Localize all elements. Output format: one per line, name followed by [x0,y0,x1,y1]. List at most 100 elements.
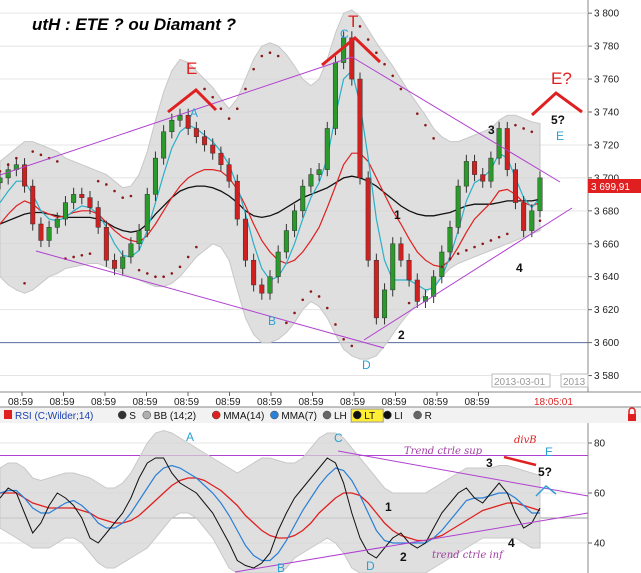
legend-label: BB (14;2) [154,411,196,422]
legend-label: LT [364,411,375,422]
price-sar-dot [317,295,321,298]
price-candle-body [177,115,183,121]
price-sar-dot [505,232,509,236]
price-candle-body [62,202,68,220]
price-wave-a: A [190,106,198,120]
price-sar-dot [473,245,476,249]
price-y-tick-label: 3 620 [594,305,619,316]
price-candle-body [87,197,93,208]
rsi-wave-1: 1 [385,500,392,514]
legend-swatch [322,410,332,420]
price-sar-dot [178,265,182,269]
lock-icon[interactable] [628,407,636,421]
pattern-annotations: E T E? [167,12,583,117]
legend-item[interactable]: LH [322,410,347,422]
legend-swatch [383,410,392,420]
price-candle-body [414,279,420,302]
price-sar-dot [154,275,157,279]
price-sar-dot [145,272,149,275]
rsi-y-tick-label: 60 [594,489,606,500]
price-candle-body [332,62,338,129]
date-label-2: 2013 [563,377,586,388]
price-sar-dot [432,137,435,140]
legend-item[interactable]: BB (14;2) [142,410,196,422]
legend-label: MMA(14) [223,411,264,422]
price-wave-b: B [268,314,276,328]
rsi-wave-4: 4 [508,536,515,550]
price-sar-dot [235,107,239,111]
price-sar-dot [465,249,468,252]
price-candle-body [136,230,142,245]
rsi-y-axis: 40 60 80 [588,439,606,550]
price-sar-dot [227,117,231,120]
rsi-projection [535,484,557,497]
price-candle-body [120,256,126,269]
price-candle-body [0,177,3,184]
price-candle-body [283,230,289,253]
legend-swatch [211,410,221,420]
rsi-wave-e: E [545,445,553,459]
price-candle-body [472,161,478,175]
price-sar-dot [88,252,92,255]
price-sar-dot [285,321,288,325]
pattern-label-right-e: E? [551,69,572,88]
price-sar-dot [96,179,100,183]
price-candle-body [226,164,232,182]
price-candle-body [79,194,85,198]
price-candle-body [46,227,52,241]
price-candle-body [292,210,298,231]
legend-item[interactable]: LT [350,408,384,423]
price-sar-dot [244,87,247,91]
price-sar-dot [137,268,141,272]
price-candle-body [496,128,502,159]
time-x-axis: 08:59 08:59 08:59 08:59 08:59 08:59 08:59 08:59… [8,392,573,408]
legend-swatch [270,410,279,420]
price-bb-middle-line [0,175,541,233]
price-candle-body [357,78,363,179]
legend-swatch [352,410,362,420]
price-wave-3: 3 [488,123,495,137]
legend-item[interactable]: S [117,410,136,422]
legend-item[interactable]: LI [383,410,403,422]
price-candle-body [234,180,240,220]
price-candle-body [161,131,167,159]
price-sar-dot [80,253,84,257]
legend-swatch [413,410,422,420]
price-candle-body [259,284,265,294]
price-candle-body [316,169,322,175]
legend-item[interactable]: MMA(14) [211,410,264,422]
price-sar-dot [129,194,133,198]
legend-swatch [4,410,12,419]
price-candle-body [463,161,469,187]
price-candle-body [390,243,396,291]
rsi-lines [0,457,541,569]
price-sar-dot [399,87,403,91]
price-candle-body [512,169,518,203]
price-candle-body [398,243,404,261]
legend-item[interactable]: R [413,410,432,422]
legend-label: S [129,411,136,422]
legend-label: MMA(7) [281,411,317,422]
last-price-label: 3 699,91 [591,182,630,193]
rsi-trend-sup-label: Trend ctrle sup [404,446,483,457]
price-candle-body [455,185,461,228]
price-candle-body [112,259,118,269]
price-wave-4: 4 [516,261,523,275]
legend-item[interactable]: RSI (C;Wilder;14) [4,410,93,422]
price-sar-dot [358,25,362,28]
rsi-trendlines [234,450,589,573]
price-wave-1: 1 [394,208,401,222]
price-sar-dot [407,301,411,305]
legend-item[interactable]: MMA(7) [270,410,317,422]
x-tick-label: 08:59 [465,397,490,408]
price-candle-body [275,251,281,277]
price-wave-e: E [556,129,564,143]
price-sar-dot [211,95,215,99]
price-candle-body [406,259,412,281]
date-label-box-2 [560,373,589,388]
price-candle-body [365,177,371,261]
price-y-tick-label: 3 800 [594,9,619,20]
price-candle-body [349,37,355,80]
x-tick-label: 08:59 [340,397,365,408]
price-trend-upper-left [0,56,353,176]
